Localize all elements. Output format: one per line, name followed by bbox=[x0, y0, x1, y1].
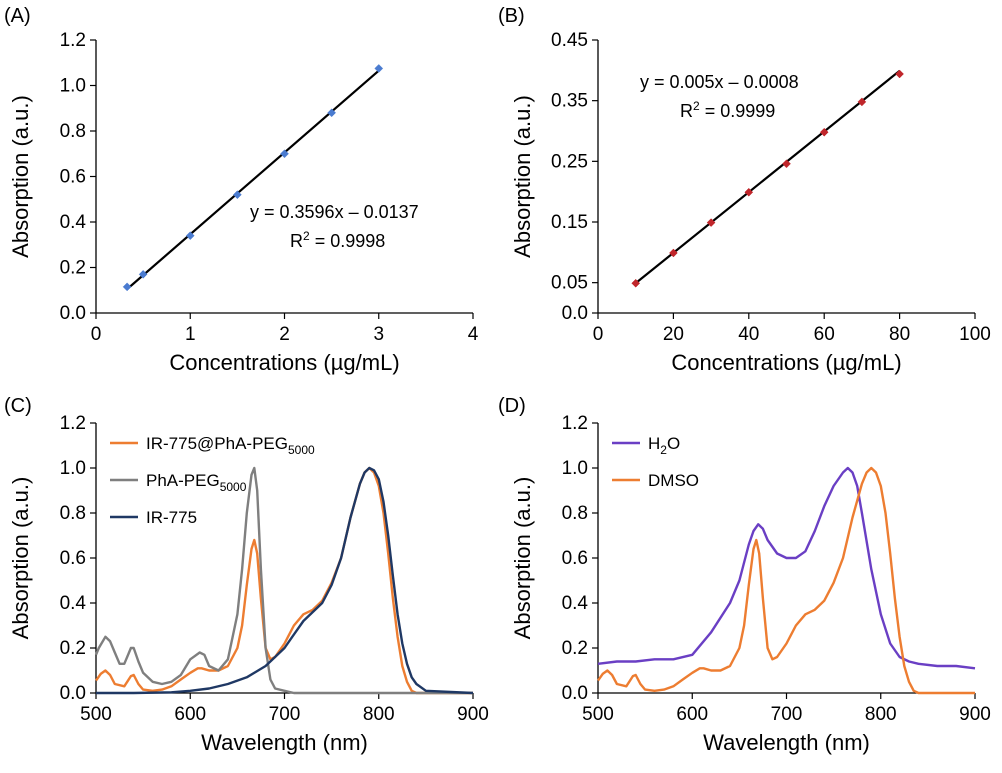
x-axis-title: Wavelength (nm) bbox=[703, 730, 870, 755]
panel-d: (D) 0.0 0.2 0.4 0.6 0.8 1.0 1.2 500 600 700 800 900 W… bbox=[498, 395, 991, 755]
y-axis-title: Absorption (a.u.) bbox=[8, 477, 33, 640]
x-tick-label: 800 bbox=[865, 704, 897, 725]
panel-label: (D) bbox=[498, 395, 526, 417]
x-tick-label: 60 bbox=[814, 324, 835, 345]
data-point bbox=[744, 187, 754, 197]
y-tick-label: 1.0 bbox=[60, 76, 86, 97]
y-tick-label: 0.6 bbox=[60, 167, 86, 188]
panel-a: (A) 0.0 0.2 0.4 0.6 0.8 1.0 1.2 0 1 2 3 4 Concentrati… bbox=[4, 5, 479, 375]
y-tick-label: 1.2 bbox=[60, 30, 86, 51]
y-tick-label: 1.2 bbox=[60, 413, 86, 434]
series-line bbox=[96, 466, 474, 695]
x-tick-label: 900 bbox=[959, 704, 991, 725]
y-tick-label: 0.8 bbox=[562, 503, 588, 524]
legend-label: DMSO bbox=[648, 471, 699, 490]
x-tick-label: 600 bbox=[174, 704, 206, 725]
data-point bbox=[782, 159, 791, 169]
fit-line bbox=[635, 69, 901, 285]
r-squared-annotation: R2 = 0.9998 bbox=[290, 229, 385, 251]
data-point bbox=[857, 97, 867, 107]
x-tick-label: 0 bbox=[91, 324, 102, 345]
y-tick-label: 0.15 bbox=[551, 212, 588, 233]
series-line bbox=[95, 466, 473, 695]
x-tick-label: 1 bbox=[185, 324, 196, 345]
y-tick-label: 1.2 bbox=[562, 413, 588, 434]
x-axis-title: Wavelength (nm) bbox=[201, 730, 368, 755]
x-tick-label: 4 bbox=[468, 324, 479, 345]
y-tick-label: 0.0 bbox=[60, 303, 86, 324]
data-point bbox=[138, 269, 148, 279]
y-tick-label: 0.4 bbox=[562, 593, 589, 614]
series-line bbox=[94, 466, 473, 695]
data-point bbox=[669, 248, 678, 258]
series-line bbox=[597, 466, 976, 670]
x-tick-label: 3 bbox=[373, 324, 384, 345]
equation-annotation: y = 0.005x – 0.0008 bbox=[640, 72, 799, 92]
fit-line bbox=[126, 69, 380, 290]
data-point bbox=[819, 127, 829, 137]
y-tick-label: 0.4 bbox=[60, 593, 87, 614]
legend-label: H2O bbox=[648, 434, 680, 457]
x-tick-label: 500 bbox=[80, 704, 112, 725]
x-tick-label: 900 bbox=[457, 704, 489, 725]
y-tick-label: 0.6 bbox=[60, 548, 86, 569]
y-tick-label: 0.25 bbox=[551, 151, 588, 172]
y-tick-label: 0.8 bbox=[60, 503, 86, 524]
panel-label: (B) bbox=[498, 5, 525, 27]
y-axis-title: Absorption (a.u.) bbox=[510, 477, 535, 640]
data-point bbox=[280, 149, 289, 159]
y-tick-label: 0.35 bbox=[551, 91, 588, 112]
x-tick-label: 700 bbox=[771, 704, 803, 725]
series-line bbox=[597, 466, 975, 695]
data-point bbox=[895, 69, 904, 79]
y-tick-label: 0.0 bbox=[60, 683, 86, 704]
data-point bbox=[631, 278, 641, 288]
y-tick-label: 0.45 bbox=[551, 30, 588, 51]
x-tick-label: 20 bbox=[663, 324, 684, 345]
y-tick-label: 1.0 bbox=[60, 458, 86, 479]
equation-annotation: y = 0.3596x – 0.0137 bbox=[250, 202, 419, 222]
panel-label: (A) bbox=[4, 5, 31, 27]
x-tick-label: 500 bbox=[582, 704, 614, 725]
y-tick-label: 0.8 bbox=[60, 121, 86, 142]
y-axis-title: Absorption (a.u.) bbox=[510, 95, 535, 258]
x-tick-label: 100 bbox=[959, 324, 991, 345]
data-point bbox=[706, 218, 716, 227]
panel-b: (B) 0.0 0.05 0.15 0.25 0.35 0.45 0 20 40 60 80 100 Co… bbox=[498, 5, 991, 375]
x-tick-label: 800 bbox=[363, 704, 395, 725]
panel-c: (C) 0.0 0.2 0.4 0.6 0.8 1.0 1.2 500 600 700 800 900 W… bbox=[4, 395, 489, 755]
y-tick-label: 1.0 bbox=[562, 458, 588, 479]
panel-label: (C) bbox=[4, 395, 32, 417]
x-tick-label: 600 bbox=[676, 704, 708, 725]
y-tick-label: 0.0 bbox=[562, 303, 588, 324]
y-tick-label: 0.4 bbox=[60, 212, 87, 233]
y-tick-label: 0.2 bbox=[60, 638, 86, 659]
legend-label: IR-775@PhA-PEG5000 bbox=[146, 434, 315, 457]
x-tick-label: 0 bbox=[593, 324, 604, 345]
x-tick-label: 700 bbox=[269, 704, 301, 725]
x-axis-title: Concentrations (µg/mL) bbox=[671, 350, 901, 375]
r-squared-annotation: R2 = 0.9999 bbox=[680, 99, 775, 121]
x-tick-label: 40 bbox=[738, 324, 759, 345]
y-tick-label: 0.2 bbox=[562, 638, 588, 659]
y-tick-label: 0.6 bbox=[562, 548, 588, 569]
y-tick-label: 0.0 bbox=[562, 683, 588, 704]
data-point bbox=[374, 64, 384, 73]
legend-label: IR-775 bbox=[146, 508, 197, 527]
data-point bbox=[233, 190, 242, 200]
y-tick-label: 0.05 bbox=[551, 273, 588, 294]
x-tick-label: 2 bbox=[279, 324, 290, 345]
y-tick-label: 0.2 bbox=[60, 258, 86, 279]
y-axis-title: Absorption (a.u.) bbox=[8, 95, 33, 258]
x-tick-label: 80 bbox=[889, 324, 910, 345]
x-axis-title: Concentrations (µg/mL) bbox=[169, 350, 399, 375]
data-point bbox=[185, 231, 195, 241]
data-point bbox=[122, 282, 132, 292]
legend-label: PhA-PEG5000 bbox=[146, 471, 247, 494]
data-point bbox=[327, 108, 336, 118]
